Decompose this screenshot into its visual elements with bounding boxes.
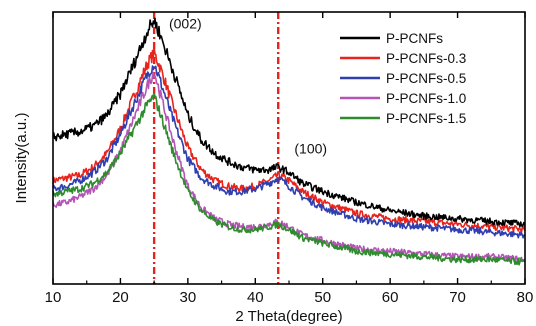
series-line-p-pcnfs xyxy=(52,17,526,228)
x-ticks: 10 20 30 40 50 60 70 80 xyxy=(45,12,534,306)
x-tick-label: 60 xyxy=(382,289,399,306)
legend-label: P-PCNFs xyxy=(386,31,443,46)
x-tick-label: 70 xyxy=(449,289,466,306)
x-tick-label: 40 xyxy=(247,289,264,306)
x-tick-label: 30 xyxy=(180,289,197,306)
x-tick-label: 50 xyxy=(314,289,331,306)
legend-label: P-PCNFs-0.5 xyxy=(386,71,466,86)
series-line-p-pcnfs-1.5 xyxy=(52,92,526,266)
series-line-p-pcnfs-0.3 xyxy=(52,46,526,234)
series-line-p-pcnfs-0.5 xyxy=(52,65,525,239)
x-tick-label: 20 xyxy=(112,289,129,306)
peak-label-1: (100) xyxy=(294,140,327,156)
y-axis-label: Intensity(a.u.) xyxy=(13,113,30,204)
legend-label: P-PCNFs-1.5 xyxy=(386,111,466,126)
x-tick-label: 10 xyxy=(45,289,62,306)
peak-annotations: (002) (100) xyxy=(169,15,327,156)
series-line-p-pcnfs-1.0 xyxy=(52,71,526,263)
legend-label: P-PCNFs-1.0 xyxy=(386,91,466,106)
series-layer xyxy=(52,17,526,266)
peak-label-0: (002) xyxy=(169,15,202,31)
x-axis-label: 2 Theta(degree) xyxy=(235,308,342,325)
x-tick-label: 80 xyxy=(517,289,534,306)
legend-label: P-PCNFs-0.3 xyxy=(386,51,466,66)
legend: P-PCNFs P-PCNFs-0.3 P-PCNFs-0.5 P-PCNFs-1.0… xyxy=(340,31,466,126)
